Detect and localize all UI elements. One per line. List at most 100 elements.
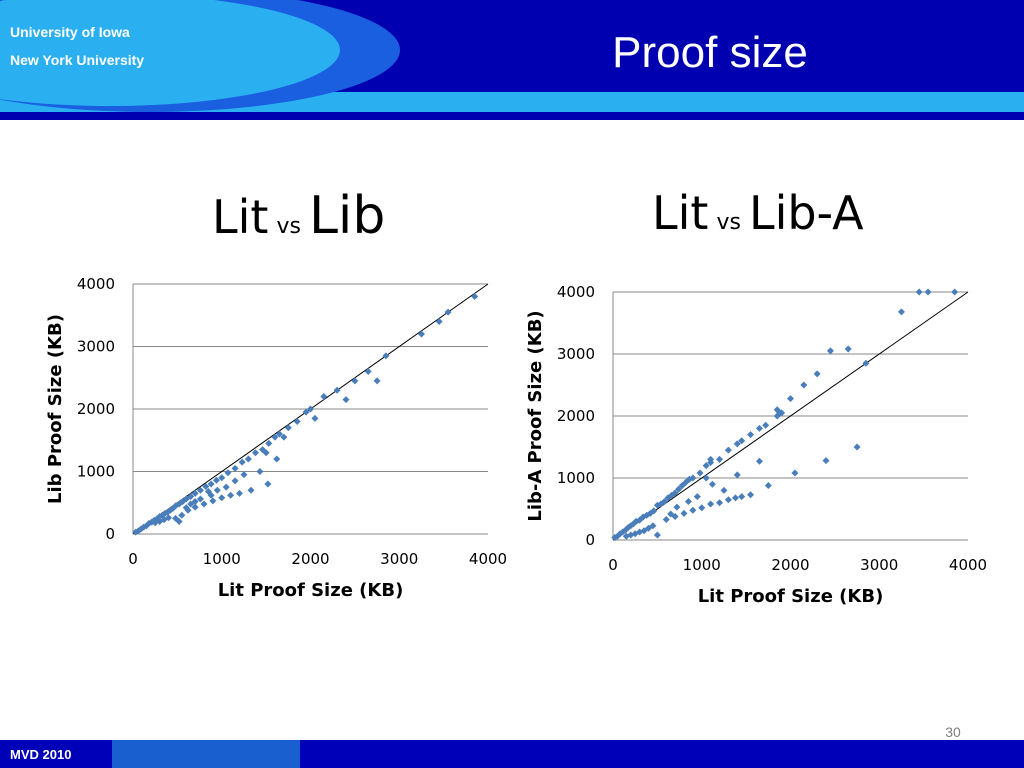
data-point — [222, 483, 230, 491]
data-point — [662, 516, 670, 524]
data-point — [259, 446, 267, 454]
data-point — [364, 368, 372, 375]
y-axis-title: Lib-A Proof Size (KB) — [525, 310, 546, 521]
y-tick-label: 4000 — [557, 283, 595, 301]
y-tick-label: 4000 — [77, 275, 115, 293]
data-point — [650, 507, 658, 515]
data-point — [646, 509, 654, 517]
y-tick-label: 3000 — [557, 345, 595, 363]
scatter-plot-lib-a: 0 1000 2000 3000 4000 0 1000 2000 3000 4000 Lit Pr… — [525, 283, 987, 607]
data-point — [924, 288, 932, 296]
data-point — [351, 377, 359, 385]
data-point — [720, 486, 728, 494]
x-tick-label: 1000 — [683, 556, 721, 574]
data-point — [218, 474, 226, 482]
x-axis-title: Lit Proof Size (KB) — [218, 580, 404, 601]
page-number: 30 — [945, 724, 961, 740]
data-point — [724, 446, 732, 454]
data-point — [187, 500, 195, 508]
data-point — [619, 528, 627, 536]
data-point — [158, 511, 166, 519]
data-point — [844, 345, 852, 353]
footer-bar: MVD 2010 — [0, 740, 1024, 768]
data-point — [471, 293, 479, 300]
data-point — [240, 471, 248, 479]
data-point — [200, 500, 208, 508]
data-point — [262, 449, 270, 457]
x-tick-label: 4000 — [469, 550, 507, 568]
data-point — [251, 449, 259, 457]
data-point — [247, 486, 255, 494]
y-tick-label: 0 — [105, 525, 115, 543]
data-point — [696, 469, 704, 477]
footer-left-block — [0, 740, 112, 768]
subtitle-vs: vs — [276, 214, 301, 239]
data-point — [191, 503, 199, 511]
data-point — [622, 532, 630, 540]
data-point — [747, 491, 755, 499]
data-point — [698, 504, 706, 512]
footer-label: MVD 2010 — [10, 747, 72, 762]
data-point — [264, 480, 272, 488]
x-axis-title: Lit Proof Size (KB) — [698, 586, 884, 607]
data-point — [212, 476, 220, 484]
scatter-plot-lib: 0 1000 2000 3000 4000 0 1000 2000 3000 4000 Lit Pr… — [45, 275, 507, 601]
data-point — [853, 443, 861, 451]
data-point — [218, 494, 226, 502]
data-point — [897, 308, 905, 316]
data-point — [707, 500, 715, 508]
data-point — [302, 408, 310, 416]
data-point — [778, 409, 786, 417]
data-point — [333, 386, 341, 394]
footer-mid-block — [112, 740, 300, 768]
header-banner: University of Iowa New York University P… — [0, 0, 1024, 120]
data-point — [178, 511, 186, 519]
data-point — [373, 377, 381, 385]
data-point — [145, 519, 153, 527]
data-point — [307, 405, 314, 413]
data-point — [738, 493, 746, 501]
data-point — [435, 318, 443, 325]
data-point — [444, 308, 452, 316]
data-point — [915, 288, 923, 296]
data-point — [716, 455, 723, 463]
data-point — [202, 483, 210, 490]
x-tick-label: 2000 — [771, 556, 809, 574]
data-point — [231, 477, 239, 485]
data-point — [196, 495, 204, 503]
data-point — [660, 498, 668, 506]
data-point — [640, 527, 648, 535]
subtitle-lit-vs-lib: Lit vs Lib — [212, 186, 385, 246]
data-point — [724, 496, 732, 504]
data-point — [627, 531, 635, 539]
data-point — [273, 455, 281, 463]
data-point — [182, 504, 190, 512]
data-point — [207, 480, 215, 488]
y-axis-title: Lib Proof Size (KB) — [45, 314, 66, 504]
subtitle-left: Lit — [652, 186, 709, 240]
data-point — [702, 474, 710, 482]
slide-title: Proof size — [612, 28, 808, 77]
subtitle-right: Lib-A — [748, 186, 864, 240]
subtitle-left: Lit — [212, 190, 269, 244]
data-point — [685, 475, 693, 483]
data-point — [204, 488, 212, 495]
data-point — [187, 493, 195, 500]
data-point — [231, 464, 239, 472]
chart-lit-vs-lib: 0 1000 2000 3000 4000 0 1000 2000 3000 4000 Lit Pr… — [40, 270, 520, 625]
data-point — [227, 491, 235, 499]
x-tick-label: 2000 — [291, 550, 329, 568]
data-point — [196, 486, 204, 494]
data-point — [320, 393, 328, 400]
diagonal-line — [612, 291, 969, 541]
data-point — [293, 418, 301, 425]
subtitle-lit-vs-lib-a: Lit vs Lib-A — [652, 186, 864, 240]
data-point — [707, 455, 715, 463]
data-point — [417, 330, 425, 338]
y-tick-label: 1000 — [557, 469, 595, 487]
data-point — [271, 433, 279, 441]
data-point — [624, 524, 632, 532]
data-point — [800, 381, 808, 389]
y-tick-label: 0 — [585, 531, 595, 549]
data-point — [132, 528, 140, 536]
